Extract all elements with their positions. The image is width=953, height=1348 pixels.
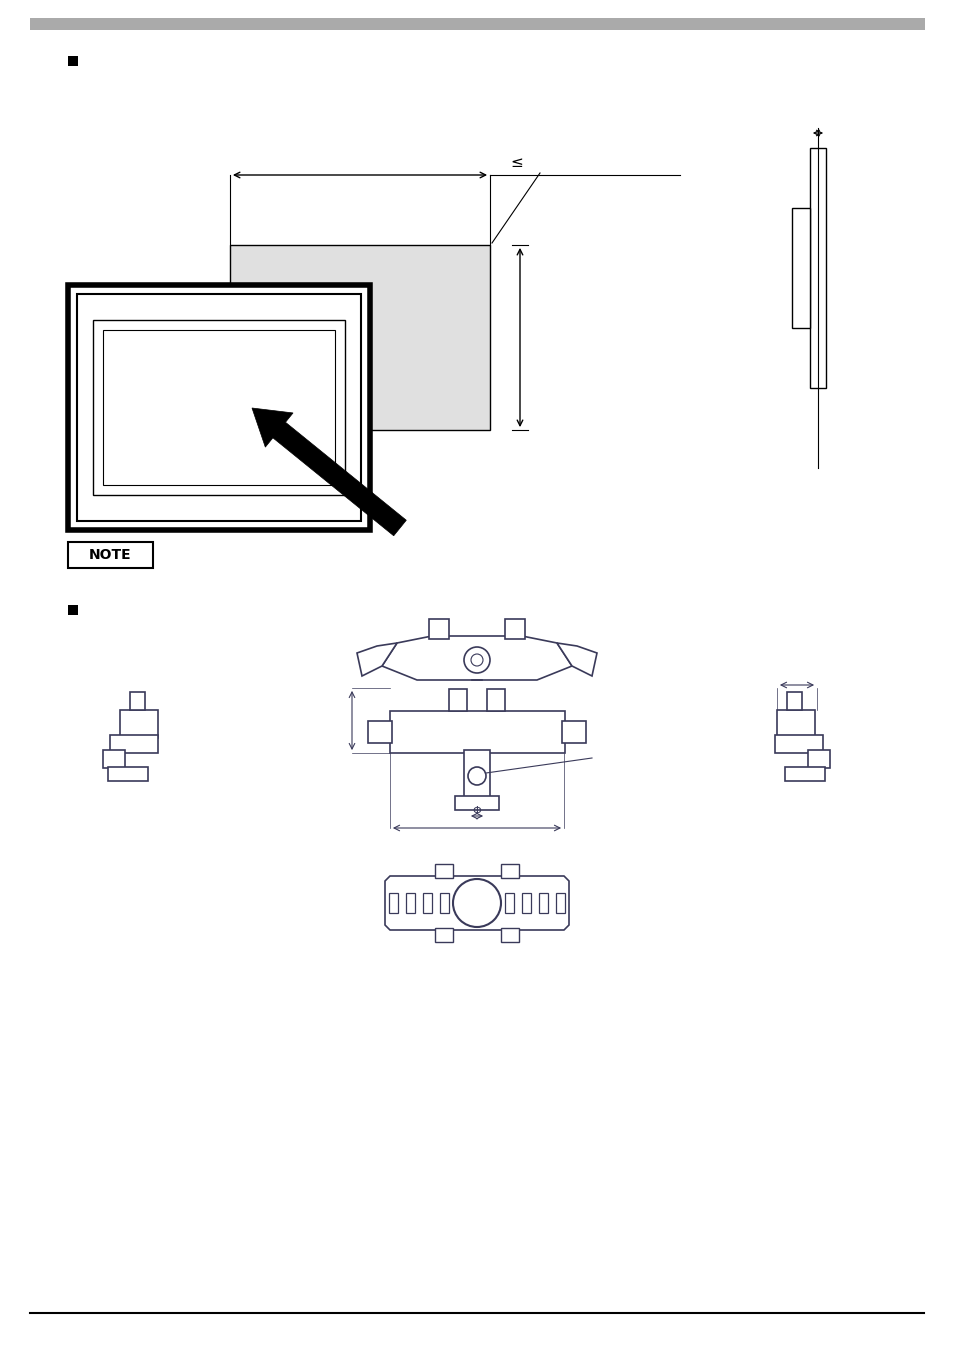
- Bar: [103, 749, 125, 768]
- Bar: [368, 721, 392, 743]
- Bar: [463, 749, 490, 798]
- Bar: [449, 689, 467, 710]
- Bar: [435, 864, 453, 878]
- Bar: [77, 294, 360, 520]
- Polygon shape: [252, 408, 406, 535]
- Bar: [68, 542, 152, 568]
- Bar: [786, 692, 801, 710]
- Bar: [108, 767, 148, 780]
- Bar: [30, 18, 924, 30]
- Bar: [92, 319, 345, 495]
- Text: ≤: ≤: [510, 155, 522, 170]
- Bar: [500, 864, 518, 878]
- Bar: [435, 927, 453, 942]
- Bar: [422, 892, 432, 913]
- Polygon shape: [356, 643, 396, 675]
- Bar: [809, 148, 825, 388]
- Bar: [774, 735, 822, 754]
- Text: Φ: Φ: [472, 806, 481, 816]
- Bar: [439, 892, 449, 913]
- Bar: [406, 892, 415, 913]
- Bar: [500, 927, 518, 942]
- Bar: [807, 749, 829, 768]
- Bar: [68, 605, 78, 615]
- Text: NOTE: NOTE: [89, 549, 132, 562]
- Bar: [68, 57, 78, 66]
- Polygon shape: [557, 643, 597, 675]
- Bar: [130, 692, 145, 710]
- Polygon shape: [385, 876, 568, 930]
- Bar: [429, 619, 449, 639]
- Bar: [521, 892, 531, 913]
- Bar: [390, 710, 564, 754]
- Bar: [103, 330, 335, 485]
- Bar: [68, 284, 370, 530]
- Bar: [486, 689, 504, 710]
- Bar: [776, 710, 814, 737]
- Bar: [389, 892, 397, 913]
- Bar: [791, 208, 809, 328]
- Bar: [120, 710, 158, 737]
- Bar: [504, 892, 514, 913]
- Bar: [561, 721, 585, 743]
- Bar: [538, 892, 547, 913]
- Polygon shape: [381, 636, 572, 679]
- Bar: [110, 735, 158, 754]
- Bar: [504, 619, 524, 639]
- Bar: [556, 892, 564, 913]
- Bar: [455, 797, 498, 810]
- Bar: [784, 767, 824, 780]
- Bar: [230, 245, 490, 430]
